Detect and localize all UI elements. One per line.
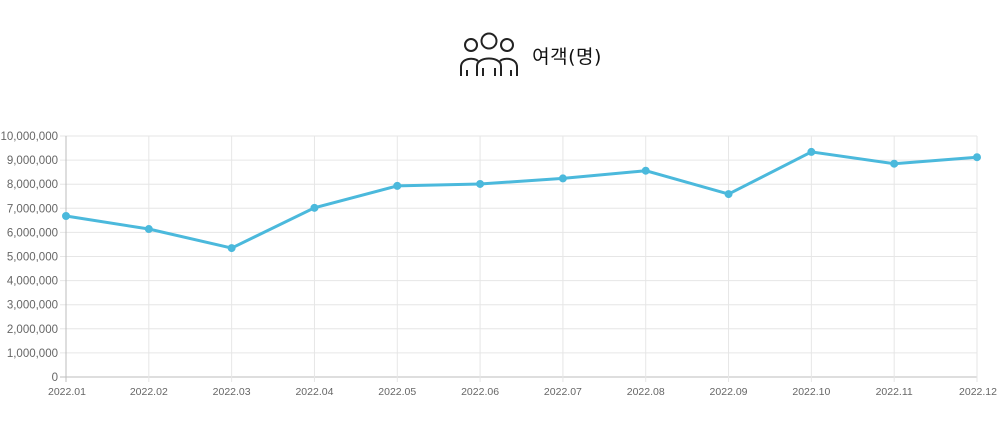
data-point[interactable] [807,147,816,156]
y-axis-ticks: 0 1,000,000 2,000,000 3,000,000 4,000,000 5,0… [0,131,58,384]
x-tick-label: 2022.05 [378,386,416,398]
y-tick-label: 1,000,000 [7,348,58,360]
chart-title: 여객(명) [532,45,602,68]
x-tick-label: 2022.03 [213,386,251,398]
y-tick-label: 10,000,000 [0,131,58,143]
people-group-icon [460,32,519,76]
x-axis-ticks: 2022.01 2022.02 2022.03 2022.04 2022.05 2022.… [48,386,997,398]
y-tick-label: 2,000,000 [7,324,58,336]
data-point[interactable] [310,203,319,212]
y-tick-label: 7,000,000 [7,203,58,215]
y-tick-label: 8,000,000 [7,179,58,191]
x-tick-label: 2022.08 [627,386,665,398]
y-tick-label: 3,000,000 [7,300,58,312]
x-tick-label: 2022.10 [792,386,830,398]
y-tick-label: 6,000,000 [7,227,58,239]
chart-grid [60,135,978,382]
x-tick-label: 2022.04 [295,386,333,398]
x-tick-label: 2022.02 [130,386,168,398]
data-point[interactable] [973,153,981,162]
chart-header: 여객(명) [0,30,1000,80]
data-point[interactable] [227,244,236,253]
data-points [62,147,981,253]
x-tick-label: 2022.01 [48,386,86,398]
data-point[interactable] [890,159,899,168]
y-tick-label: 9,000,000 [7,155,58,167]
series-line [65,150,978,250]
data-point[interactable] [724,190,733,199]
y-tick-label: 0 [52,372,58,384]
data-point[interactable] [476,179,485,188]
data-point[interactable] [144,225,153,234]
x-tick-label: 2022.06 [461,386,499,398]
x-tick-label: 2022.12 [959,386,997,398]
y-tick-label: 5,000,000 [7,252,58,264]
x-tick-label: 2022.07 [544,386,582,398]
data-point[interactable] [641,166,650,175]
x-tick-label: 2022.11 [876,386,913,398]
data-point[interactable] [558,174,567,183]
data-point[interactable] [393,181,402,190]
x-tick-label: 2022.09 [710,386,748,398]
y-tick-label: 4,000,000 [7,276,58,288]
data-point[interactable] [62,212,70,221]
